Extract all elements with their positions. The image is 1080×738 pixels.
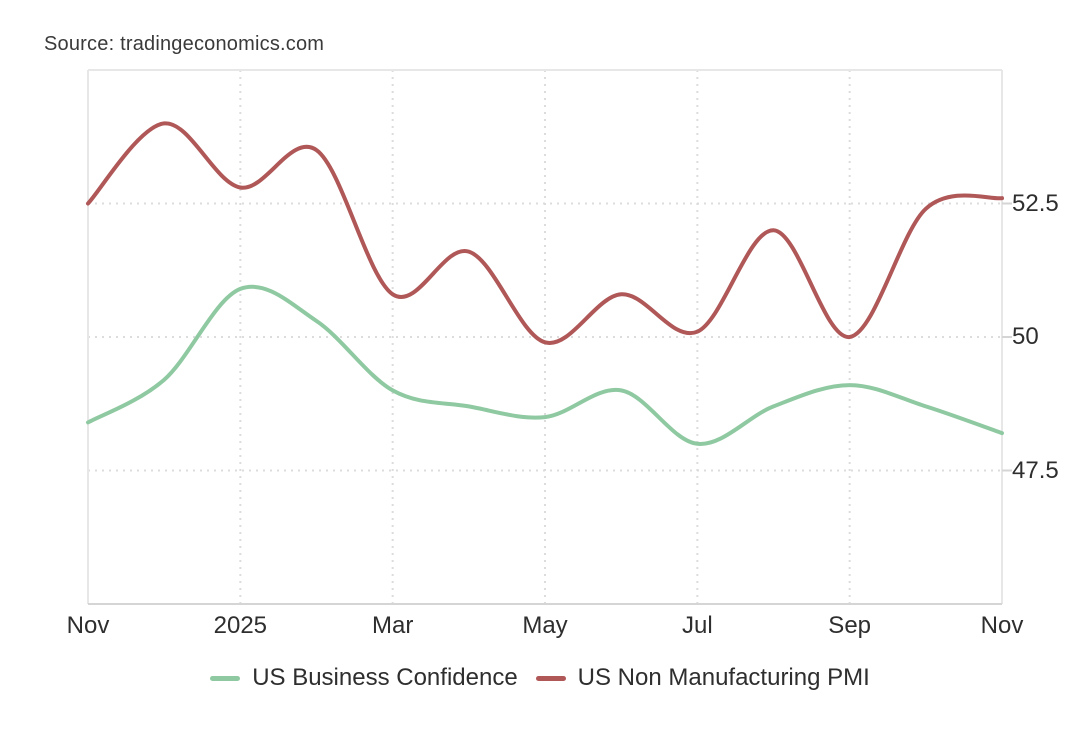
y-tick-label: 50 [1012, 323, 1039, 350]
series-line-us-non-manufacturing-pmi [86, 121, 1004, 345]
source-credit: Source: tradingeconomics.com [44, 33, 325, 55]
y-tick-label: 52.5 [1012, 189, 1059, 217]
legend-label: US Non Manufacturing PMI [577, 664, 870, 691]
x-tick-label: May [522, 612, 568, 639]
legend-item-us-business-confidence[interactable]: US Business Confidence [210, 664, 518, 692]
x-tick-label: Nov [980, 612, 1024, 639]
legend: US Business Confidence US Non Manufacturi… [0, 664, 1080, 692]
x-tick-label: Mar [371, 612, 414, 639]
series-line-us-business-confidence [86, 284, 1004, 446]
legend-swatch [210, 675, 241, 681]
x-tick-label: Jul [681, 612, 713, 639]
legend-label: US Business Confidence [252, 664, 518, 691]
x-tick-label: 2025 [213, 612, 268, 639]
legend-item-us-non-manufacturing-pmi[interactable]: US Non Manufacturing PMI [535, 664, 870, 692]
legend-swatch [535, 675, 566, 681]
x-tick-label: Sep [828, 612, 872, 639]
y-tick-label: 47.5 [1012, 456, 1059, 484]
x-tick-label: Nov [66, 612, 110, 639]
